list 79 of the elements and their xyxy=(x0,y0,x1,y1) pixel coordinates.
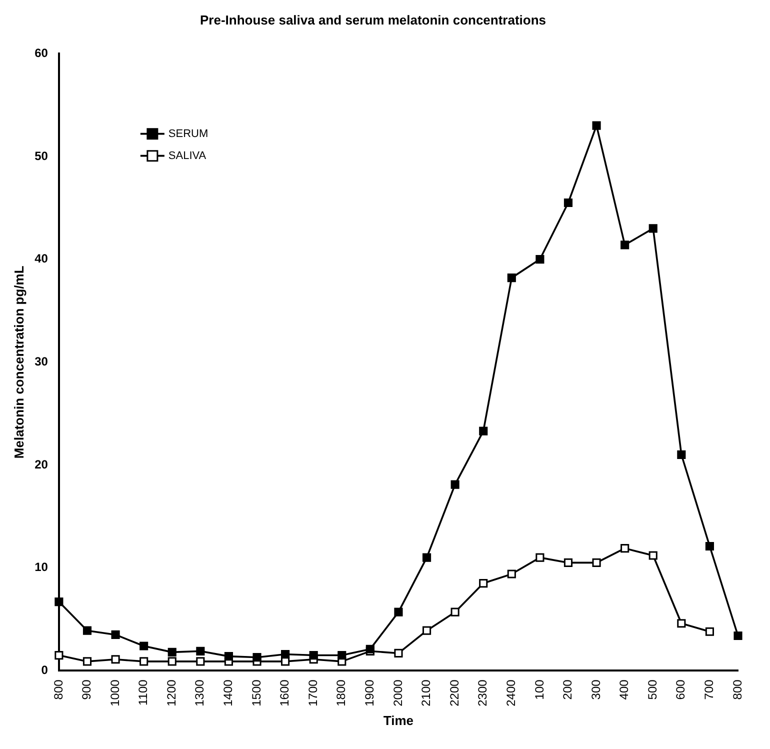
point xyxy=(648,551,658,560)
point xyxy=(196,646,205,656)
point xyxy=(309,650,318,660)
point xyxy=(252,653,262,662)
x-tick-label: 1500 xyxy=(249,679,264,706)
point xyxy=(536,553,544,562)
point xyxy=(564,558,573,567)
x-tick-label: 300 xyxy=(588,679,603,700)
point xyxy=(705,542,714,551)
x-tick-label: 1000 xyxy=(108,679,122,706)
point xyxy=(422,626,432,635)
x-tick-label: 1400 xyxy=(221,679,236,706)
x-tick-label: 2400 xyxy=(504,679,518,706)
point xyxy=(620,240,630,250)
y-tick-label: 40 xyxy=(34,252,48,266)
point xyxy=(422,553,432,562)
point xyxy=(82,657,92,666)
x-tick-label: 1600 xyxy=(278,679,292,706)
point xyxy=(450,480,460,489)
point xyxy=(111,630,120,639)
x-tick-label: 600 xyxy=(674,679,688,700)
point xyxy=(140,642,148,650)
point xyxy=(394,648,403,658)
x-tick-label: 400 xyxy=(617,679,632,700)
x-tick-label: 2000 xyxy=(390,679,405,706)
point xyxy=(54,650,64,660)
point xyxy=(168,648,176,656)
point xyxy=(564,198,573,208)
y-axis-title: Melatonin concentration pg/mL xyxy=(11,266,26,459)
point xyxy=(479,578,488,588)
x-tick-label: 1700 xyxy=(306,679,320,706)
point xyxy=(338,650,346,660)
legend-label: SERUM xyxy=(168,128,208,140)
x-tick-label: 500 xyxy=(645,679,660,700)
point xyxy=(54,598,64,606)
point xyxy=(224,652,233,661)
point xyxy=(734,631,742,640)
x-tick-label: 1900 xyxy=(362,679,376,706)
y-tick-label: 10 xyxy=(34,560,48,574)
point xyxy=(111,655,120,664)
x-tick-label: 1300 xyxy=(192,679,207,706)
x-tick-label: 800 xyxy=(51,679,66,700)
x-tick-label: 1100 xyxy=(136,679,150,706)
legend-label: SALIVA xyxy=(168,150,207,162)
point xyxy=(82,626,92,635)
point xyxy=(281,650,290,659)
point xyxy=(196,657,205,666)
point xyxy=(536,255,544,264)
x-tick-label: 1200 xyxy=(164,679,178,706)
point xyxy=(394,608,403,616)
point xyxy=(140,657,148,666)
x-tick-label: 700 xyxy=(702,679,716,700)
point xyxy=(620,544,630,553)
point xyxy=(168,657,176,666)
point xyxy=(507,570,516,578)
y-tick-label: 60 xyxy=(34,46,48,60)
point xyxy=(677,619,686,628)
point xyxy=(677,450,686,460)
y-tick-label: 30 xyxy=(34,354,48,368)
x-tick-label: 2100 xyxy=(419,679,434,706)
point xyxy=(592,558,601,567)
point xyxy=(705,627,714,636)
x-tick-label: 100 xyxy=(532,679,546,700)
y-tick-label: 20 xyxy=(34,457,48,472)
x-tick-label: 2200 xyxy=(447,679,462,706)
x-tick-label: 2300 xyxy=(476,679,490,706)
y-tick-label: 50 xyxy=(34,148,48,163)
point xyxy=(479,426,488,436)
point xyxy=(507,274,516,282)
x-tick-label: 200 xyxy=(560,679,575,700)
x-axis-title: Time xyxy=(383,712,414,728)
point xyxy=(450,608,460,616)
point xyxy=(648,224,658,233)
y-tick-label: 0 xyxy=(41,663,48,678)
x-tick-label: 1800 xyxy=(334,679,348,706)
x-tick-label: 800 xyxy=(730,679,744,700)
chart-title: Pre-Inhouse saliva and serum melatonin concentrations xyxy=(200,12,546,28)
point xyxy=(592,121,601,130)
x-tick-label: 900 xyxy=(80,679,94,700)
